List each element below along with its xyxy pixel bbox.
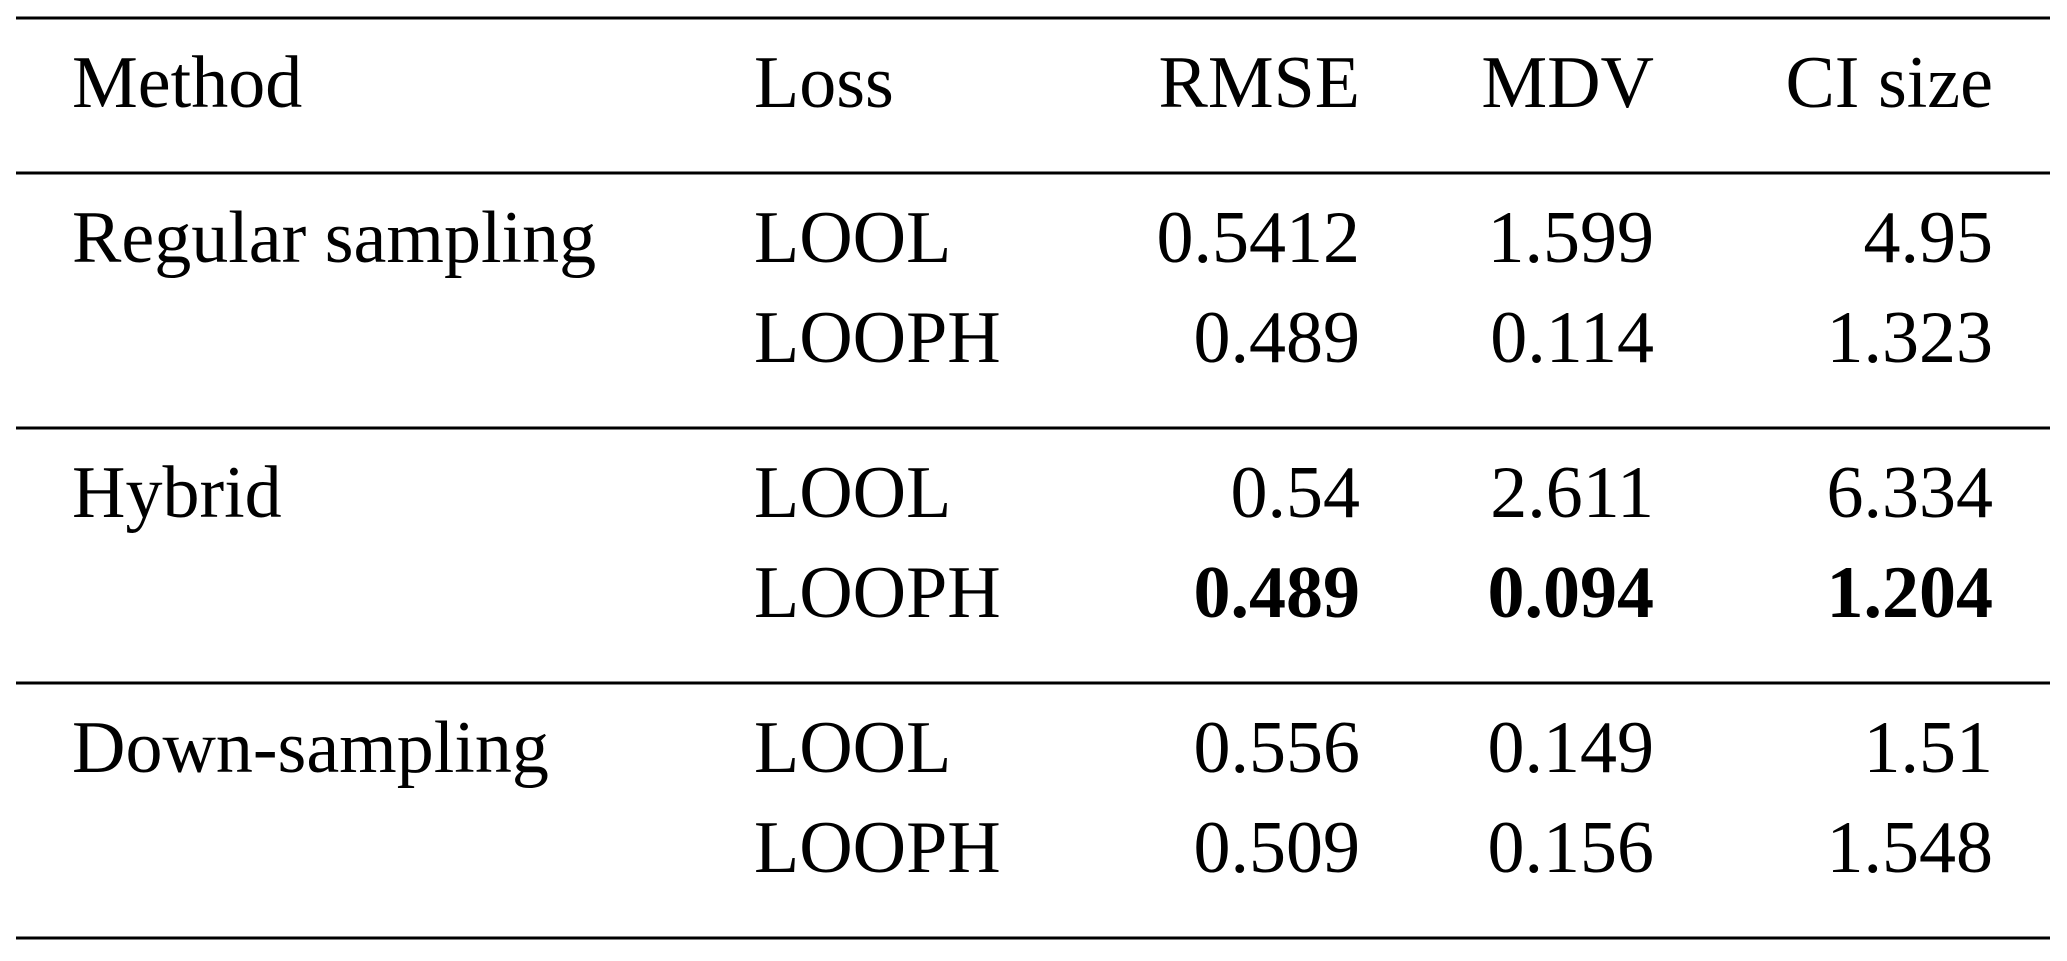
method-label: Down-sampling bbox=[72, 707, 549, 789]
metric-value: 0.509 bbox=[1194, 807, 1361, 889]
metric-value: 1.548 bbox=[1827, 807, 1994, 889]
metric-value: 0.114 bbox=[1490, 297, 1654, 379]
metric-value: 0.489 bbox=[1194, 552, 1361, 634]
metric-value: 1.204 bbox=[1827, 552, 1994, 634]
loss-label: LOOPH bbox=[754, 807, 1001, 889]
loss-label: LOOL bbox=[754, 197, 951, 279]
method-label: Regular sampling bbox=[72, 197, 596, 279]
column-header: RMSE bbox=[1158, 42, 1360, 124]
metric-value: 6.334 bbox=[1827, 452, 1994, 534]
metric-value: 0.094 bbox=[1488, 552, 1655, 634]
metric-value: 1.323 bbox=[1827, 297, 1994, 379]
metric-value: 0.489 bbox=[1194, 297, 1361, 379]
column-header: MDV bbox=[1481, 42, 1654, 124]
metric-value: 0.156 bbox=[1488, 807, 1655, 889]
loss-label: LOOL bbox=[754, 707, 951, 789]
loss-label: LOOL bbox=[754, 452, 951, 534]
column-header: Method bbox=[72, 42, 302, 124]
column-header: Loss bbox=[754, 42, 894, 124]
metric-value: 0.54 bbox=[1231, 452, 1361, 534]
column-header: CI size bbox=[1785, 42, 1993, 124]
metric-value: 0.149 bbox=[1488, 707, 1655, 789]
metric-value: 2.611 bbox=[1490, 452, 1654, 534]
metric-value: 1.51 bbox=[1864, 707, 1994, 789]
metric-value: 1.599 bbox=[1488, 197, 1655, 279]
method-label: Hybrid bbox=[72, 452, 282, 534]
metric-value: 0.5412 bbox=[1157, 197, 1361, 279]
metric-value: 4.95 bbox=[1864, 197, 1994, 279]
loss-label: LOOPH bbox=[754, 552, 1001, 634]
loss-label: LOOPH bbox=[754, 297, 1001, 379]
metric-value: 0.556 bbox=[1194, 707, 1361, 789]
